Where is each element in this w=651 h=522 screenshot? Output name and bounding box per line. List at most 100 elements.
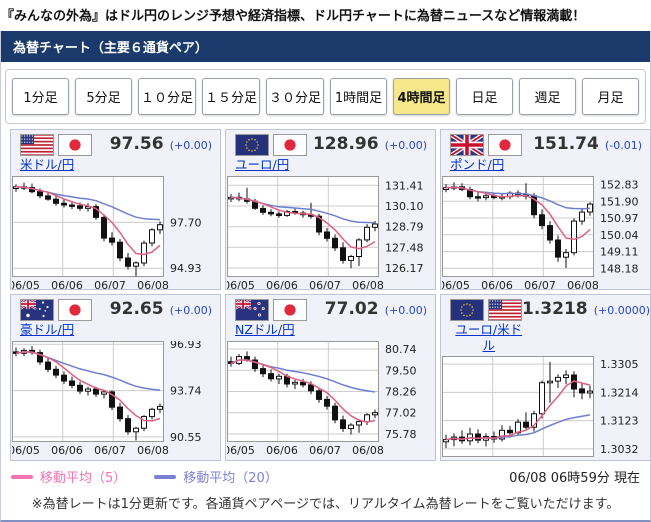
us-flag-icon xyxy=(488,299,522,321)
svg-text:06/06: 06/06 xyxy=(51,279,83,290)
pair-link-eur-jpy[interactable]: ユーロ/円 xyxy=(235,157,290,172)
pair-link-usd-jpy[interactable]: 米ドル/円 xyxy=(20,157,75,172)
timeframe-button-5min[interactable]: 5分足 xyxy=(75,78,132,115)
svg-text:94.93: 94.93 xyxy=(170,262,202,275)
pair-change: (+0.00) xyxy=(169,304,212,317)
svg-text:75.78: 75.78 xyxy=(385,428,417,441)
svg-text:128.79: 128.79 xyxy=(385,220,424,233)
japan-flag-icon xyxy=(58,299,92,321)
candlestick-chart-eur-usd: 1.3305 1.3214 1.3123 1.3032 06/05 06/06 06/07 0… xyxy=(441,356,646,461)
svg-text:06/08: 06/08 xyxy=(137,279,169,290)
svg-text:06/05: 06/05 xyxy=(442,459,470,461)
chart-panels-grid: 97.56 (+0.00) 米ドル/円 97.70 94.93 06/05 06/06… xyxy=(10,129,651,461)
svg-text:150.04: 150.04 xyxy=(600,228,639,241)
timeframe-button-15min[interactable]: １５分足 xyxy=(202,78,261,115)
pair-link-nzd-jpy[interactable]: NZドル/円 xyxy=(235,322,295,337)
chart-panel-aud-jpy: 92.65 (+0.00) 豪ドル/円 96.93 93.74 90.55 06/05… xyxy=(10,294,221,461)
timeframe-button-4hour[interactable]: 4時間足 xyxy=(393,78,451,115)
svg-text:90.55: 90.55 xyxy=(170,431,202,444)
candlestick-chart-eur-jpy: 131.41 130.10 128.79 127.48 126.17 06/05 06/06… xyxy=(226,175,431,290)
timeframe-button-weekly[interactable]: 週足 xyxy=(519,78,577,115)
japan-flag-icon xyxy=(488,134,522,156)
svg-text:152.83: 152.83 xyxy=(600,178,639,191)
pair-price: 151.74 xyxy=(533,134,599,154)
candlestick-chart-aud-jpy: 96.93 93.74 90.55 06/05 06/06 06/07 06/08 xyxy=(11,338,216,457)
japan-flag-icon xyxy=(273,134,307,156)
svg-text:06/08: 06/08 xyxy=(137,444,169,457)
svg-text:97.70: 97.70 xyxy=(170,216,202,229)
svg-text:06/08: 06/08 xyxy=(567,459,599,461)
timeframe-button-1hour[interactable]: 1時間足 xyxy=(330,78,388,115)
svg-text:06/08: 06/08 xyxy=(567,279,599,290)
svg-text:06/05: 06/05 xyxy=(227,279,255,290)
svg-text:06/06: 06/06 xyxy=(481,279,513,290)
pair-change: (+0.00) xyxy=(384,139,427,152)
ma20-legend-label: 移動平均（20） xyxy=(183,471,278,486)
timeframe-button-10min[interactable]: １０分足 xyxy=(138,78,197,115)
new-zealand-flag-icon xyxy=(234,298,269,321)
svg-text:06/08: 06/08 xyxy=(352,444,384,457)
svg-text:06/05: 06/05 xyxy=(12,444,40,457)
svg-text:06/05: 06/05 xyxy=(12,279,40,290)
candlestick-chart-usd-jpy: 97.70 94.93 06/05 06/06 06/07 06/08 xyxy=(11,175,216,290)
pair-link-eur-usd[interactable]: ユーロ/米ドル xyxy=(455,322,523,353)
svg-text:127.48: 127.48 xyxy=(385,241,424,254)
australia-flag-icon xyxy=(19,298,54,321)
svg-text:149.11: 149.11 xyxy=(600,245,639,258)
svg-text:06/07: 06/07 xyxy=(94,279,126,290)
svg-text:06/07: 06/07 xyxy=(94,444,126,457)
pair-change: (+0.0000) xyxy=(593,304,651,317)
svg-text:06/05: 06/05 xyxy=(442,279,470,290)
japan-flag-icon xyxy=(58,134,92,156)
pair-price: 1.3218 xyxy=(522,299,588,319)
pair-link-gbp-jpy[interactable]: ポンド/円 xyxy=(450,157,505,172)
svg-text:06/06: 06/06 xyxy=(51,444,83,457)
ma5-legend-item: 移動平均（5） xyxy=(11,467,126,486)
pair-change: (+0.00) xyxy=(384,304,427,317)
pair-link-aud-jpy[interactable]: 豪ドル/円 xyxy=(20,322,75,337)
eu-flag-icon xyxy=(450,299,484,321)
svg-text:1.3305: 1.3305 xyxy=(600,358,639,371)
svg-text:78.26: 78.26 xyxy=(385,385,417,398)
svg-text:80.74: 80.74 xyxy=(385,343,417,356)
ma20-line-swatch xyxy=(154,474,177,479)
svg-text:06/08: 06/08 xyxy=(352,279,384,290)
chart-panel-nzd-jpy: 77.02 (+0.00) NZドル/円 80.74 79.50 78.26 77.0… xyxy=(225,294,436,461)
svg-text:06/06: 06/06 xyxy=(266,444,298,457)
pair-price: 92.65 xyxy=(109,299,164,319)
site-tagline: 『みんなの外為』はドル円のレンジ予想や経済指標、ドル円チャートに為替ニュースなど… xyxy=(1,9,586,24)
chart-panel-eur-usd: 1.3218 (+0.0000) ユーロ/米ドル 1.3305 1.3214 1.3… xyxy=(440,294,651,461)
update-note: ※為替レートは1分更新です。各通貨ペアページでは、リアルタイム為替レートをご覧い… xyxy=(31,497,620,512)
chart-legend: 移動平均（5） 移動平均（20） 06/08 06時59分 現在 xyxy=(1,461,650,488)
pair-change: (+0.00) xyxy=(169,139,212,152)
svg-text:1.3032: 1.3032 xyxy=(600,443,639,456)
timeframe-button-30min[interactable]: ３０分足 xyxy=(266,78,325,115)
svg-text:130.10: 130.10 xyxy=(385,200,424,213)
svg-text:1.3123: 1.3123 xyxy=(600,415,639,428)
timeframe-toolbar: 1分足 5分足 １０分足 １５分足 ３０分足 1時間足 4時間足 日足 週足 月… xyxy=(5,69,646,124)
svg-text:06/07: 06/07 xyxy=(309,444,341,457)
svg-text:06/07: 06/07 xyxy=(524,279,556,290)
eu-flag-icon xyxy=(235,134,269,156)
candlestick-chart-nzd-jpy: 80.74 79.50 78.26 77.02 75.78 06/05 06/06 06/07… xyxy=(226,340,431,457)
svg-text:06/06: 06/06 xyxy=(266,279,298,290)
svg-text:79.50: 79.50 xyxy=(385,364,417,377)
svg-text:77.02: 77.02 xyxy=(385,406,417,419)
ma5-line-swatch xyxy=(11,474,33,479)
ma20-legend-item: 移動平均（20） xyxy=(154,467,278,486)
svg-text:150.97: 150.97 xyxy=(600,212,639,225)
svg-text:06/05: 06/05 xyxy=(227,444,255,457)
chart-panel-usd-jpy: 97.56 (+0.00) 米ドル/円 97.70 94.93 06/05 06/06… xyxy=(10,129,221,290)
svg-text:06/07: 06/07 xyxy=(309,279,341,290)
timeframe-button-1min[interactable]: 1分足 xyxy=(12,78,69,115)
last-update-timestamp: 06/08 06時59分 現在 xyxy=(509,471,640,486)
svg-text:131.41: 131.41 xyxy=(385,179,424,192)
pair-price: 128.96 xyxy=(312,134,379,154)
timeframe-button-daily[interactable]: 日足 xyxy=(456,78,514,115)
pair-change: (-0.01) xyxy=(604,139,642,152)
timeframe-button-monthly[interactable]: 月足 xyxy=(582,78,640,115)
ma5-legend-label: 移動平均（5） xyxy=(40,471,127,486)
svg-text:148.18: 148.18 xyxy=(600,262,639,275)
pair-price: 77.02 xyxy=(324,299,379,319)
svg-text:1.3214: 1.3214 xyxy=(600,387,639,400)
